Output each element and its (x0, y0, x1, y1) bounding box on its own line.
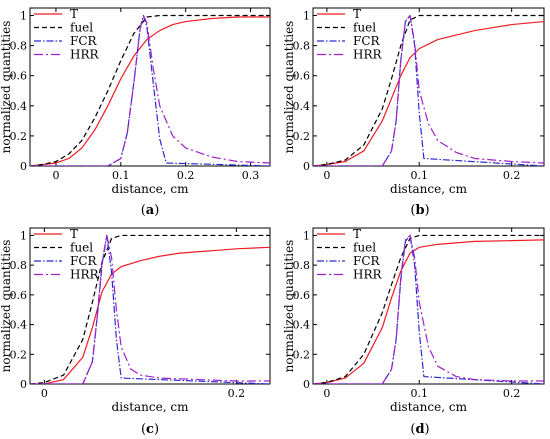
legend-label-t: T (70, 227, 78, 241)
plot-frame (29, 7, 271, 167)
legend-label-fuel: fuel (353, 21, 376, 35)
y-tick-label: 0.2 (293, 348, 311, 361)
legend-label-hrr: HRR (353, 48, 383, 62)
y-axis-label: normalized quantities (0, 240, 13, 373)
legend-label-t: T (353, 7, 361, 21)
series-line-fuel (30, 234, 270, 384)
legend-label-hrr: HRR (70, 268, 100, 282)
y-tick-label: 0.4 (293, 319, 311, 332)
series-line-fuel (30, 14, 270, 166)
panel-b: 0 0.1 0.2 0 0.2 0.4 0.6 0.8 1 distance, cm normali… (282, 7, 545, 218)
plot-frame (29, 227, 271, 385)
series-line-t (313, 20, 544, 166)
y-axis-label: normalized quantities (0, 21, 13, 154)
legend-label-hrr: HRR (353, 268, 383, 282)
x-tick-label: 0.2 (503, 387, 521, 400)
y-tick-label: 0.6 (293, 289, 311, 302)
series-line-fcr (30, 234, 270, 384)
y-tick-label: 0.2 (10, 130, 28, 143)
y-tick-label: 0.8 (10, 259, 28, 272)
series-line-fuel (313, 14, 544, 166)
panel-c: 0 0.2 0 0.2 0.4 0.6 0.8 1 distance, cm normalized… (0, 227, 271, 437)
series-line-t (30, 246, 270, 384)
y-tick-label: 1 (20, 10, 27, 23)
x-tick-label: 0.1 (112, 169, 130, 182)
y-tick-label: 0.6 (10, 70, 28, 83)
x-axis-label: distance, cm (112, 400, 190, 414)
legend-label-fuel: fuel (70, 21, 93, 35)
panel-d: 0 0.1 0.2 0 0.2 0.4 0.6 0.8 1 distance, cm normali… (282, 227, 545, 437)
y-tick-label: 1 (20, 229, 27, 242)
y-tick-label: 0.2 (293, 130, 311, 143)
series-line-t (30, 16, 270, 166)
y-tick-label: 1 (303, 229, 310, 242)
legend-label-t: T (353, 227, 361, 241)
series-line-t (313, 239, 544, 384)
x-tick-label: 0.1 (411, 169, 429, 182)
panel-label: (b) (410, 203, 429, 218)
y-tick-label: 0.8 (293, 259, 311, 272)
legend-label-t: T (70, 7, 78, 21)
y-tick-label: 0.4 (10, 100, 28, 113)
y-tick-label: 0.4 (10, 319, 28, 332)
y-tick-label: 0 (20, 378, 27, 391)
panel-label: (d) (410, 422, 429, 437)
y-axis-label: normalized quantities (282, 240, 296, 373)
legend-label-fcr: FCR (353, 34, 381, 48)
y-tick-label: 0.8 (10, 40, 28, 53)
series-line-hrr (313, 14, 544, 166)
series-line-hrr (313, 234, 544, 384)
plot-frame (312, 7, 545, 167)
x-tick-label: 0 (41, 387, 48, 400)
legend-label-fcr: FCR (70, 254, 98, 268)
legend-label-fcr: FCR (353, 254, 381, 268)
y-tick-label: 0.6 (293, 70, 311, 83)
panel-label: (a) (141, 203, 160, 218)
x-tick-label: 0 (323, 169, 330, 182)
y-axis-label: normalized quantities (282, 21, 296, 154)
x-tick-label: 0 (52, 169, 59, 182)
x-axis-label: distance, cm (390, 182, 468, 196)
panel-a: 0 0.1 0.2 0.3 0 0.2 0.4 0.6 0.8 1 distance, cm norm… (0, 7, 271, 218)
y-tick-label: 1 (303, 10, 310, 23)
legend-label-fuel: fuel (353, 241, 376, 255)
y-tick-label: 0 (303, 378, 310, 391)
x-tick-label: 0 (323, 387, 330, 400)
x-tick-label: 0.2 (228, 387, 246, 400)
series-line-hrr (30, 234, 270, 384)
x-axis-label: distance, cm (112, 182, 190, 196)
x-tick-label: 0.2 (177, 169, 195, 182)
y-tick-label: 0 (20, 160, 27, 173)
legend-label-fuel: fuel (70, 241, 93, 255)
series-line-fcr (30, 14, 270, 166)
series-line-hrr (30, 14, 270, 166)
plot-frame (312, 227, 545, 385)
x-tick-label: 0.3 (242, 169, 260, 182)
y-tick-label: 0.8 (293, 40, 311, 53)
panel-label: (c) (141, 422, 159, 437)
x-tick-label: 0.2 (503, 169, 521, 182)
x-tick-label: 0.1 (411, 387, 429, 400)
series-line-fuel (313, 234, 544, 384)
y-tick-label: 0.4 (293, 100, 311, 113)
series-line-fcr (313, 234, 544, 384)
y-tick-label: 0 (303, 160, 310, 173)
legend-label-fcr: FCR (70, 34, 98, 48)
y-tick-label: 0.2 (10, 348, 28, 361)
y-tick-label: 0.6 (10, 289, 28, 302)
legend-label-hrr: HRR (70, 48, 100, 62)
x-axis-label: distance, cm (390, 400, 468, 414)
series-line-fcr (313, 14, 544, 166)
